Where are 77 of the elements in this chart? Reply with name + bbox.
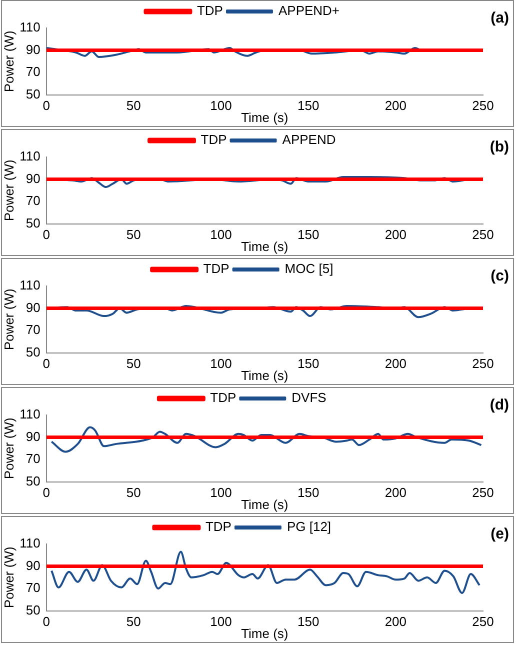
legend-label: PG [12] [286,519,332,534]
x-tick-label: 0 [42,98,50,114]
x-tick-label: 150 [297,614,320,630]
x-tick-label: 200 [384,614,407,630]
y-tick-label: 110 [20,278,40,293]
x-tick-label: 150 [297,98,320,114]
y-tick-label: 70 [26,193,40,208]
y-tick-label: 110 [20,536,40,551]
x-tick-label: 0 [42,356,50,372]
y-tick-label: 110 [20,148,40,164]
y-tick-label: 70 [26,322,40,338]
x-tick-label: 100 [210,98,232,114]
x-tick-label: 250 [472,356,494,372]
y-tick-label: 70 [26,451,40,466]
legend-label: MOC [5] [284,261,334,276]
legend-label: TDP [196,3,223,18]
x-tick-label: 150 [297,227,320,242]
line-series [50,426,482,453]
x-tick-label: 50 [126,485,141,500]
y-axis-title: Power (W) [1,546,16,608]
y-tick-label: 50 [26,215,40,230]
legend-label: TDP [200,132,227,148]
x-tick-label: 0 [42,614,50,630]
y-tick-label: 110 [20,406,40,422]
y-tick-label: 70 [26,64,40,80]
y-tick-label: 90 [26,558,40,573]
y-tick-label: 50 [26,473,40,488]
x-tick-label: 100 [210,356,232,372]
x-tick-label: 250 [472,614,494,630]
x-axis-title: Time (s) [241,626,288,641]
line-series [50,550,481,594]
x-axis-title: Time (s) [241,368,288,383]
text: (b) [490,138,509,156]
y-tick-label: 90 [26,300,40,315]
x-axis-title: Time (s) [241,110,288,125]
x-tick-label: 150 [297,485,320,500]
x-tick-label: 150 [297,356,320,372]
x-tick-label: 200 [384,98,407,114]
x-axis-title: Time (s) [241,238,288,254]
y-tick-label: 50 [26,602,40,618]
text: (e) [490,526,509,543]
y-tick-label: 90 [26,170,40,186]
text: (c) [490,268,509,285]
legend-label: APPEND+ [278,3,340,18]
x-tick-label: 0 [42,227,50,242]
y-axis-title: Power (W) [1,160,16,222]
y-tick-label: 90 [26,42,40,57]
legend-label: APPEND [282,132,336,148]
x-tick-label: 100 [210,485,232,500]
x-axis-title: Time (s) [241,496,288,512]
y-tick-label: 70 [26,580,40,596]
x-tick-label: 200 [384,356,407,372]
x-tick-label: 200 [384,485,407,500]
x-tick-label: 50 [126,356,141,372]
legend-label: DVFS [292,390,327,406]
y-axis-title: Power (W) [1,30,16,92]
x-tick-label: 50 [126,98,141,114]
y-axis-title: Power (W) [1,288,16,350]
text: (a) [490,10,509,27]
y-tick-label: 110 [20,20,40,35]
y-axis-title: Power (W) [1,418,16,480]
x-tick-label: 100 [210,227,232,242]
x-tick-label: 50 [126,227,141,242]
text: (d) [490,396,509,414]
x-tick-label: 250 [472,98,494,114]
x-tick-label: 0 [42,485,50,500]
x-tick-label: 200 [384,227,407,242]
x-tick-label: 50 [126,614,141,630]
legend-label: TDP [210,390,236,406]
x-tick-label: 250 [472,227,494,242]
legend-label: TDP [205,519,232,534]
x-tick-label: 100 [210,614,232,630]
legend-label: TDP [203,261,230,276]
y-tick-label: 90 [26,428,40,444]
y-tick-label: 50 [26,86,40,102]
y-tick-label: 50 [26,344,40,360]
x-tick-label: 250 [472,485,494,500]
